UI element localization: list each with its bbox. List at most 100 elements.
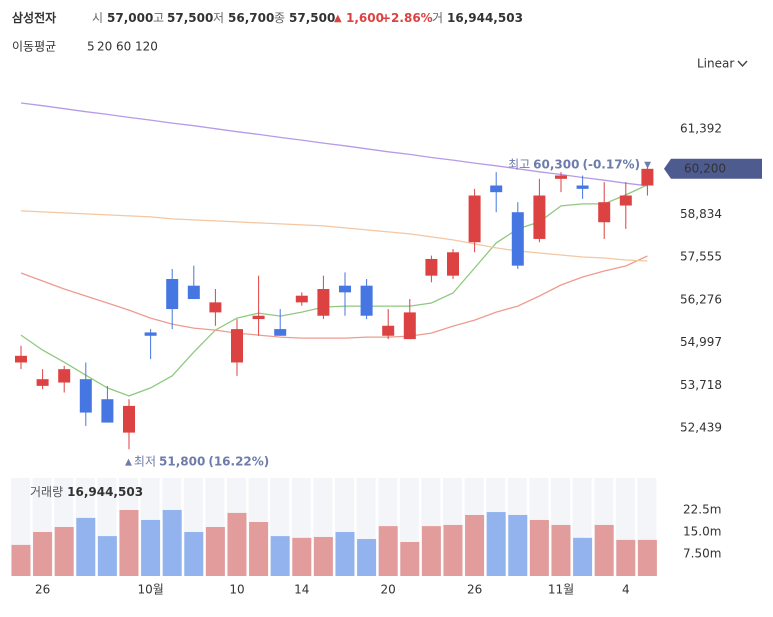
volume-bar (357, 539, 377, 576)
volume-bar (249, 522, 269, 576)
candle-body (231, 329, 243, 363)
y-tick-label: 61,392 (680, 122, 722, 136)
candle-body (360, 285, 373, 316)
legend-entry: 60 (116, 40, 131, 54)
volume-value: 16,944,503 (447, 11, 523, 25)
candle-body (468, 195, 481, 243)
close-label: 종 (274, 11, 285, 25)
candle-body (511, 212, 524, 266)
header: 삼성전자 시 57,000 고 57,500 저 56,700 종 57,500… (12, 10, 523, 25)
legend-entry: 5 (87, 40, 95, 54)
volume-bar (551, 524, 571, 576)
low-note-prefix: 최저 (134, 454, 156, 468)
volume-bar (486, 512, 506, 576)
volume-title-value: 16,944,503 (67, 485, 143, 499)
candle-body (123, 405, 135, 433)
y-tick-label: 56,276 (680, 292, 722, 306)
volume-bar (292, 537, 312, 576)
candle-body (166, 279, 179, 310)
y-tick-label: 54,997 (680, 335, 722, 349)
low-label: 저 (213, 11, 224, 25)
x-tick-label: 20 (381, 583, 396, 597)
volume-bar (162, 509, 182, 576)
chevron[interactable] (737, 60, 748, 68)
x-tick-label: 26 (35, 583, 50, 597)
volume-bar (443, 524, 463, 576)
high-note: 최고 60,300 (-0.17%) ▼ (508, 157, 651, 171)
volume-bar (421, 526, 441, 576)
price-tag-label: 60,200 (684, 161, 726, 175)
volume-bar (508, 514, 528, 576)
candle-body (382, 325, 395, 336)
volume-bar (54, 527, 74, 576)
candle-body (641, 168, 654, 186)
candle-body (209, 302, 222, 313)
candle-body (144, 332, 157, 336)
x-tick-label: 10 (229, 583, 244, 597)
x-tick-label: 14 (294, 583, 309, 597)
candle-body (252, 315, 265, 320)
scale-label[interactable]: Linear (697, 57, 734, 71)
low-note-value: 51,800 (159, 454, 205, 468)
volume-bar (33, 531, 53, 576)
high-note-prefix: 최고 (508, 157, 530, 171)
close-value: 57,500 (289, 11, 335, 25)
volume-bar (378, 526, 398, 576)
candle-body (555, 175, 567, 179)
y-tick-label: 53,718 (680, 378, 722, 392)
change-value: 1,600 (346, 11, 384, 25)
candle-body (295, 295, 308, 303)
volume-tick-label: 7.50m (683, 546, 721, 560)
volume-bar (594, 524, 614, 576)
high-note-change: (-0.17%) (582, 157, 640, 171)
candle-body (447, 252, 459, 276)
volume-bar (400, 541, 420, 576)
legend-entry: 20 (97, 40, 112, 54)
candle-body (490, 185, 503, 193)
scale-menu[interactable]: Linear (697, 57, 748, 71)
volume-tick-label: 15.0m (683, 524, 721, 538)
high-label: 고 (153, 11, 164, 25)
change-arrow: ▲ (334, 13, 342, 24)
open-value: 57,000 (107, 11, 153, 25)
candle-body (425, 258, 438, 276)
low-note-change: (16.22%) (208, 454, 269, 468)
y-tick-label: 57,555 (680, 250, 722, 264)
candle-body (101, 399, 114, 423)
change-pct: +2.86% (381, 11, 433, 25)
volume-bar (529, 519, 549, 576)
candle-body (274, 329, 287, 336)
volume-bar (335, 531, 355, 576)
volume-title: 거래량 16,944,503 (30, 485, 143, 499)
volume-bar (11, 544, 31, 576)
ma-line (20, 255, 648, 339)
open-label: 시 (92, 11, 103, 25)
volume-bar (637, 539, 657, 576)
low-note-arrow: ▲ (125, 457, 132, 467)
volume-bar (313, 536, 333, 576)
candle-body (619, 195, 632, 206)
ma-line (20, 102, 648, 187)
volume-bar (119, 509, 139, 576)
high-note-arrow: ▼ (644, 160, 651, 170)
high-note-value: 60,300 (533, 157, 579, 171)
candle-body (15, 355, 27, 363)
ma-line (20, 184, 648, 397)
ma-title: 이동평균 (12, 40, 56, 54)
volume-bar (205, 527, 225, 576)
volume-bar (465, 514, 485, 576)
volume-bar (616, 539, 636, 576)
volume-bar (97, 536, 117, 576)
volume-bar (270, 536, 290, 576)
x-tick-label: 4 (622, 583, 630, 597)
candle-body (317, 289, 330, 316)
x-tick-label: 11월 (548, 583, 574, 597)
volume-bar (76, 517, 96, 576)
x-tick-label: 26 (467, 583, 482, 597)
stock-name: 삼성전자 (12, 10, 56, 25)
price-tag (664, 158, 762, 179)
low-value: 56,700 (228, 11, 274, 25)
candle-body (79, 379, 92, 413)
legend-entry: 120 (135, 40, 158, 54)
